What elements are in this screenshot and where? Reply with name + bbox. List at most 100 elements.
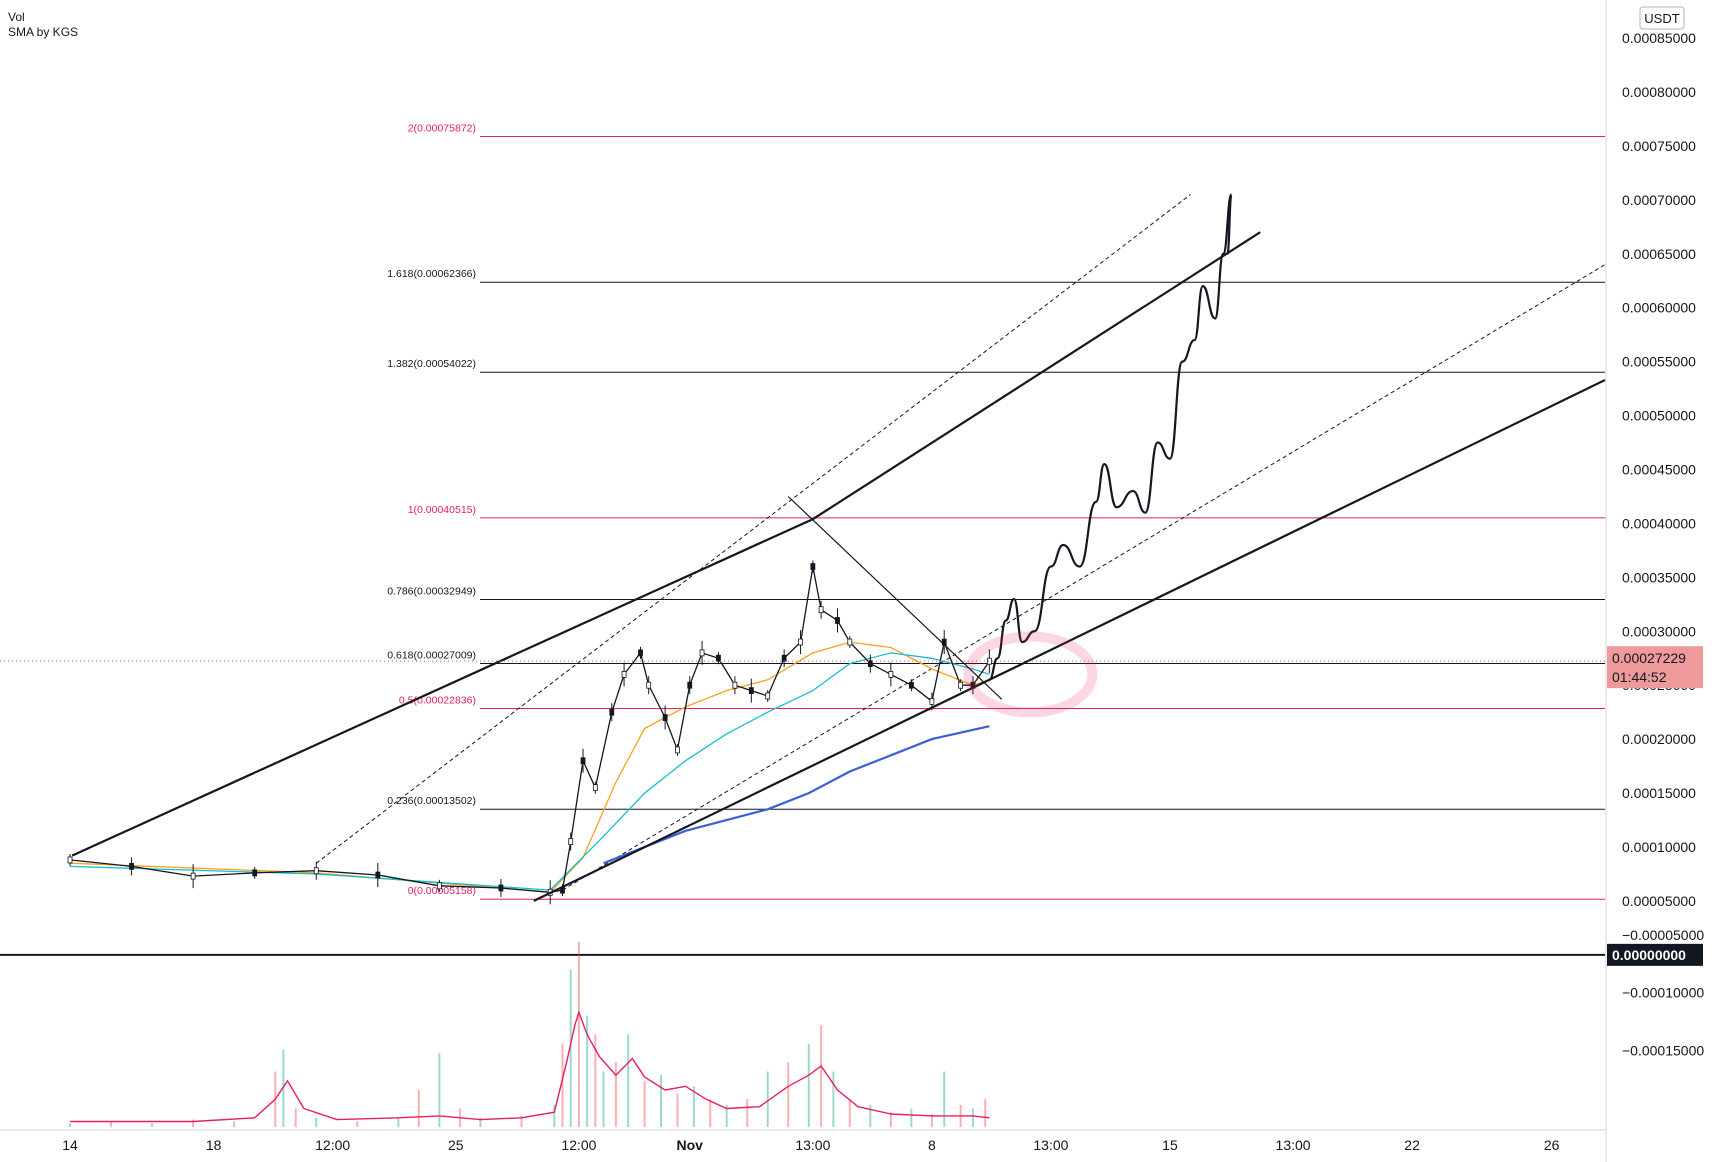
time-tick-label: Nov [677,1137,704,1153]
price-line [69,566,990,893]
projection-path[interactable] [988,193,1233,681]
channel-line-upper [71,231,1261,857]
price-axis-bg [1606,0,1718,1162]
candle-body [810,563,816,570]
time-tick-label: 8 [928,1137,936,1153]
volume-bar [971,1108,974,1127]
volume-pane [69,942,990,1127]
candle-body [646,681,652,689]
volume-bar [479,1117,482,1127]
time-tick-label: 12:00 [315,1137,350,1153]
volume-bar [569,969,572,1127]
time-tick-label: 13:00 [795,1137,830,1153]
price-tick-label: 0.00070000 [1622,192,1696,208]
candle-body [592,784,598,792]
volume-bar [820,1025,823,1127]
volume-bar [397,1117,400,1127]
currency-label: USDT [1644,11,1679,26]
volume-bar [69,1123,71,1127]
volume-bar [553,1104,556,1127]
price-tick-label: 0.00050000 [1622,408,1696,424]
price-tick-label: 0.00085000 [1622,30,1696,46]
volume-bar [725,1104,728,1127]
price-tick-label: 0.00055000 [1622,354,1696,370]
candle-body [638,649,643,657]
price-tick-label: 0.00015000 [1622,785,1696,801]
time-tick-label: 13:00 [1276,1137,1311,1153]
candle-body [568,838,574,846]
legend-volume[interactable]: Vol [8,10,25,24]
candle-body [888,671,894,678]
volume-bar [356,1121,359,1127]
candle-body [313,867,319,875]
volume-bar [848,1099,851,1127]
volume-bar [930,1114,933,1127]
volume-bar [233,1121,236,1127]
time-tick-label: 12:00 [561,1137,596,1153]
time-tick-label: 13:00 [1033,1137,1068,1153]
candle-body [67,856,73,864]
sma-blue-line [603,725,990,865]
candle-body [748,687,754,695]
price-tick-label: 0.00045000 [1622,462,1696,478]
volume-bar [910,1108,913,1127]
candle-body [580,757,586,765]
volume-bar [807,1043,810,1127]
volume-bar [692,1086,695,1127]
legend-sma[interactable]: SMA by KGS [8,25,79,39]
projection-curve [988,193,1233,681]
time-tick-label: 25 [448,1137,464,1153]
volume-bar [832,1071,835,1127]
volume-bar [594,1034,597,1127]
volume-bar [520,1115,523,1127]
candle-body [190,872,196,880]
sma-cyan-line [69,652,990,891]
zero-badge [1607,943,1703,966]
dashed-lines [315,194,1606,891]
candle-body [847,638,853,646]
volume-bar [643,1080,646,1127]
volume-bar [787,1062,790,1127]
volume-bar [943,1071,946,1127]
candle-body [609,708,615,716]
volume-bar [561,1043,564,1127]
volume-bar [766,1071,769,1127]
volume-bar [110,1121,113,1127]
candle-body [498,884,504,892]
highlight-mark [963,631,1098,718]
volume-bar [438,1053,441,1127]
current-price-text: 0.00027229 [1612,650,1686,666]
candle-body [675,746,680,754]
volume-sma-line [70,1010,990,1123]
fib-level-label: 0(0.00005158) [408,885,476,897]
volume-bar [627,1034,630,1127]
volume-bar [602,1071,605,1127]
candle-body [687,681,693,689]
fib-level-label: 1.618(0.00062366) [387,268,476,280]
volume-bar [192,1119,195,1127]
candle-body [129,863,134,870]
price-tick-label: 0.00060000 [1622,300,1696,316]
zero-badge-text: 0.00000000 [1612,947,1686,963]
candle-body [929,697,935,705]
current-price-badge [1607,646,1703,689]
price-tick-label: −0.00010000 [1622,985,1704,1001]
time-tick-label: 22 [1404,1137,1420,1153]
price-tick-label: 0.00040000 [1622,515,1696,531]
fib-level-label: 0.5(0.00022836) [399,695,476,707]
highlight-circle [963,631,1098,718]
candle-body [716,654,721,662]
fib-level-label: 0.618(0.00027009) [387,650,476,662]
channel-lines[interactable] [71,231,1606,902]
moving-averages [69,641,990,893]
price-tick-label: −0.00005000 [1622,927,1704,943]
price-series [67,560,992,905]
dashed-trend-line [562,264,1606,891]
time-tick-label: 15 [1162,1137,1178,1153]
candle-body [798,638,803,646]
fib-level-label: 1.382(0.00054022) [387,358,476,370]
fib-level-label: 0.236(0.00013502) [387,795,476,807]
price-tick-label: 0.00010000 [1622,839,1696,855]
